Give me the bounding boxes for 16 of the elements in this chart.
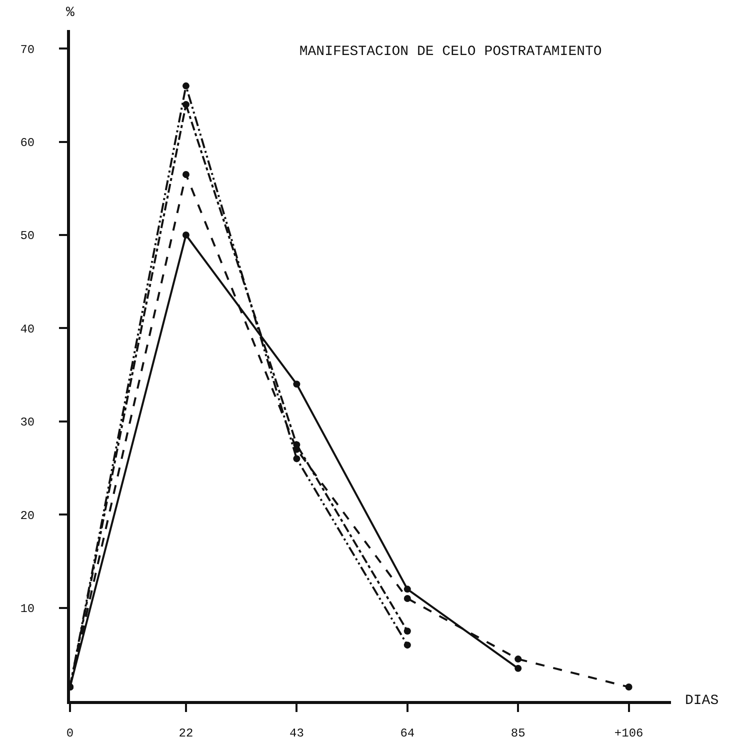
y-tick-label: 70 <box>20 42 35 57</box>
x-tick-label: 22 <box>178 726 194 740</box>
y-tick-label: 20 <box>20 508 35 523</box>
y-axis-title: % <box>66 5 75 21</box>
y-tick-label: 60 <box>20 136 35 150</box>
text: MANIFESTACION DE CELO POSTRATAMIENTO <box>299 44 602 60</box>
x-tick-label: 43 <box>289 726 304 740</box>
y-tick-label: 40 <box>20 322 35 336</box>
y-tick-label: 10 <box>20 602 35 616</box>
x-tick-label: +106 <box>614 726 644 740</box>
x-tick-label: 85 <box>510 726 526 740</box>
x-axis-title: DIAS <box>685 693 719 709</box>
y-tick-label: 30 <box>20 416 35 430</box>
x-tick-label: 64 <box>400 726 415 740</box>
y-tick-label: 50 <box>20 229 35 244</box>
x-tick-label: 0 <box>66 726 74 740</box>
